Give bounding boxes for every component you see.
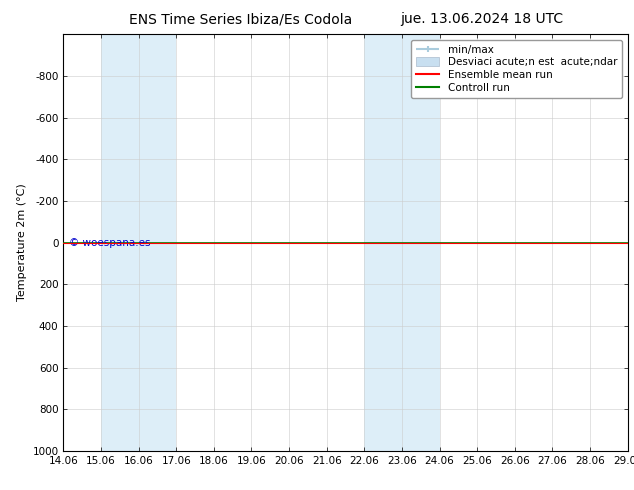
Y-axis label: Temperature 2m (°C): Temperature 2m (°C)	[17, 184, 27, 301]
Text: jue. 13.06.2024 18 UTC: jue. 13.06.2024 18 UTC	[400, 12, 564, 26]
Bar	[365, 34, 439, 451]
Text: © woespana.es: © woespana.es	[69, 238, 150, 247]
Text: ENS Time Series Ibiza/Es Codola: ENS Time Series Ibiza/Es Codola	[129, 12, 353, 26]
Bar	[101, 34, 176, 451]
Legend: min/max, Desviaci acute;n est  acute;ndar, Ensemble mean run, Controll run: min/max, Desviaci acute;n est acute;ndar…	[411, 40, 623, 98]
